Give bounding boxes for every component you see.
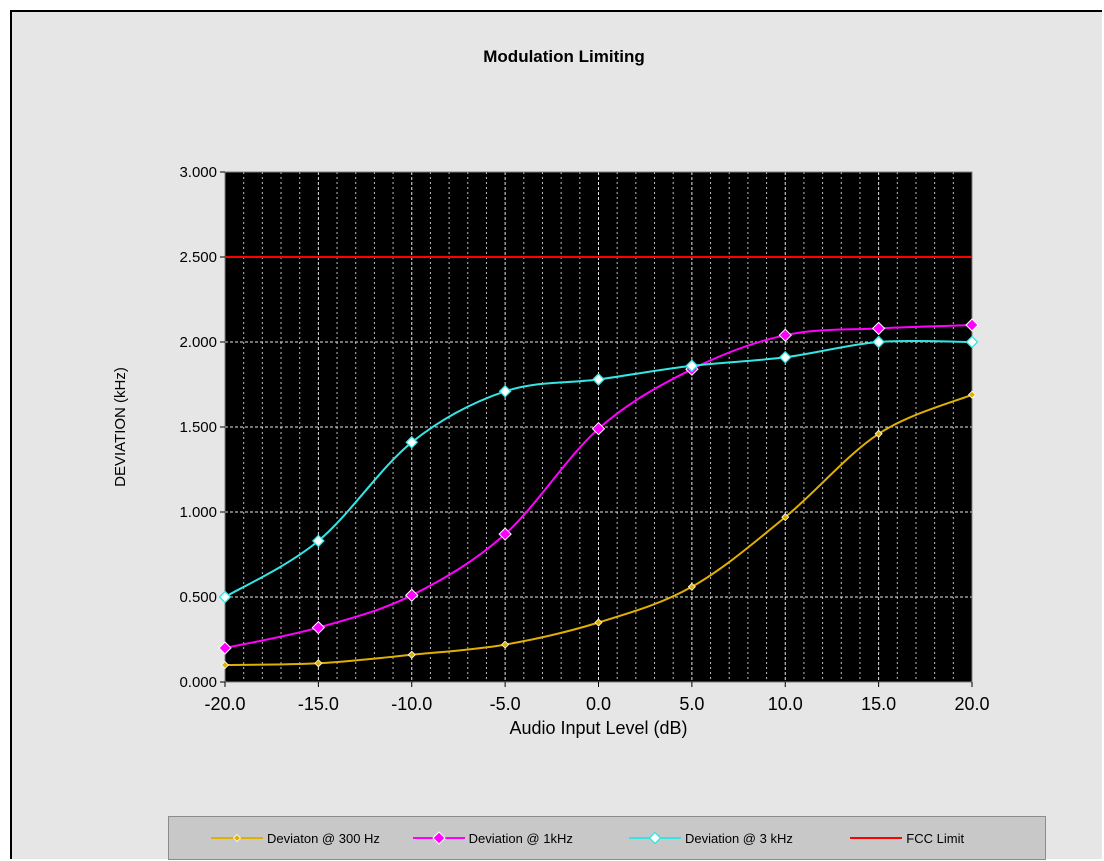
series-2-point	[311, 534, 325, 548]
series-0-point	[501, 640, 510, 649]
series-2-point	[872, 335, 886, 349]
legend: Deviaton @ 300 Hz Deviation @ 1kHz Deviati…	[168, 816, 1046, 860]
legend-swatch	[411, 831, 467, 845]
series-0-line	[224, 393, 973, 666]
y-tick-label: 0.000	[179, 674, 217, 691]
y-tick-label: 1.000	[179, 504, 217, 521]
series-0-point	[314, 659, 323, 668]
series-0-point	[967, 390, 977, 399]
y-tick-label: 2.000	[179, 334, 217, 351]
legend-marker	[232, 833, 242, 843]
x-tick-label: 20.0	[954, 694, 989, 714]
legend-entry: Deviaton @ 300 Hz	[209, 817, 411, 859]
series-1-point	[311, 620, 326, 635]
series-2-point	[498, 384, 512, 398]
series-1-point	[778, 328, 792, 342]
x-tick-label: -20.0	[204, 694, 245, 714]
y-tick-label: 3.000	[179, 164, 217, 181]
series-1-point	[965, 318, 979, 332]
legend-marker	[431, 831, 446, 845]
chart-frame: Modulation Limiting 0.000 0.500 1.000 1.500 2…	[10, 10, 1102, 860]
series-0-point	[594, 618, 603, 627]
x-tick-label: 5.0	[679, 694, 704, 714]
x-axis-label: Audio Input Level (dB)	[509, 718, 687, 738]
y-tick-label: 2.500	[179, 249, 217, 266]
x-tick-label: 0.0	[586, 694, 611, 714]
chart-svg: Modulation Limiting 0.000 0.500 1.000 1.500 2…	[112, 47, 990, 738]
series-2-line	[224, 339, 973, 598]
series-1-point	[871, 321, 886, 336]
legend-swatch	[209, 831, 265, 845]
series-2-point	[778, 350, 792, 364]
x-tick-label: -10.0	[391, 694, 432, 714]
series-1-point	[498, 527, 512, 541]
x-tick-label: 15.0	[861, 694, 896, 714]
chart-title: Modulation Limiting	[483, 47, 644, 66]
series-2-point	[218, 590, 232, 604]
legend-label: Deviation @ 1kHz	[468, 830, 573, 846]
legend-marker	[648, 831, 662, 845]
legend-entry: Deviation @ 1kHz	[411, 817, 627, 859]
series-2-point	[592, 372, 605, 386]
series-0-point	[407, 650, 416, 659]
x-tick-label: 10.0	[768, 694, 803, 714]
series-1-point	[405, 588, 419, 603]
series-0-point	[874, 429, 883, 438]
series-0-point	[687, 582, 696, 591]
series-2-point	[685, 359, 699, 373]
series-0-point	[220, 660, 230, 670]
series-1-point	[218, 641, 232, 655]
legend-entry: Deviation @ 3 kHz	[627, 817, 848, 859]
legend-label: FCC Limit	[906, 830, 965, 846]
series-0-point	[781, 513, 790, 522]
series-2-point	[405, 435, 419, 449]
legend-entry: FCC Limit	[848, 817, 1045, 859]
legend-label: Deviation @ 3 kHz	[685, 830, 793, 846]
y-axis-label: DEVIATION (kHz)	[112, 367, 129, 487]
y-tick-label: 1.500	[179, 419, 217, 436]
y-tick-label: 0.500	[179, 589, 217, 606]
legend-label: Deviaton @ 300 Hz	[267, 830, 380, 846]
legend-swatch	[627, 831, 683, 845]
series-1-point	[591, 421, 606, 436]
x-tick-label: -15.0	[298, 694, 339, 714]
x-tick-label: -5.0	[490, 694, 521, 714]
legend-swatch	[848, 831, 904, 845]
series-2-point	[965, 335, 979, 349]
